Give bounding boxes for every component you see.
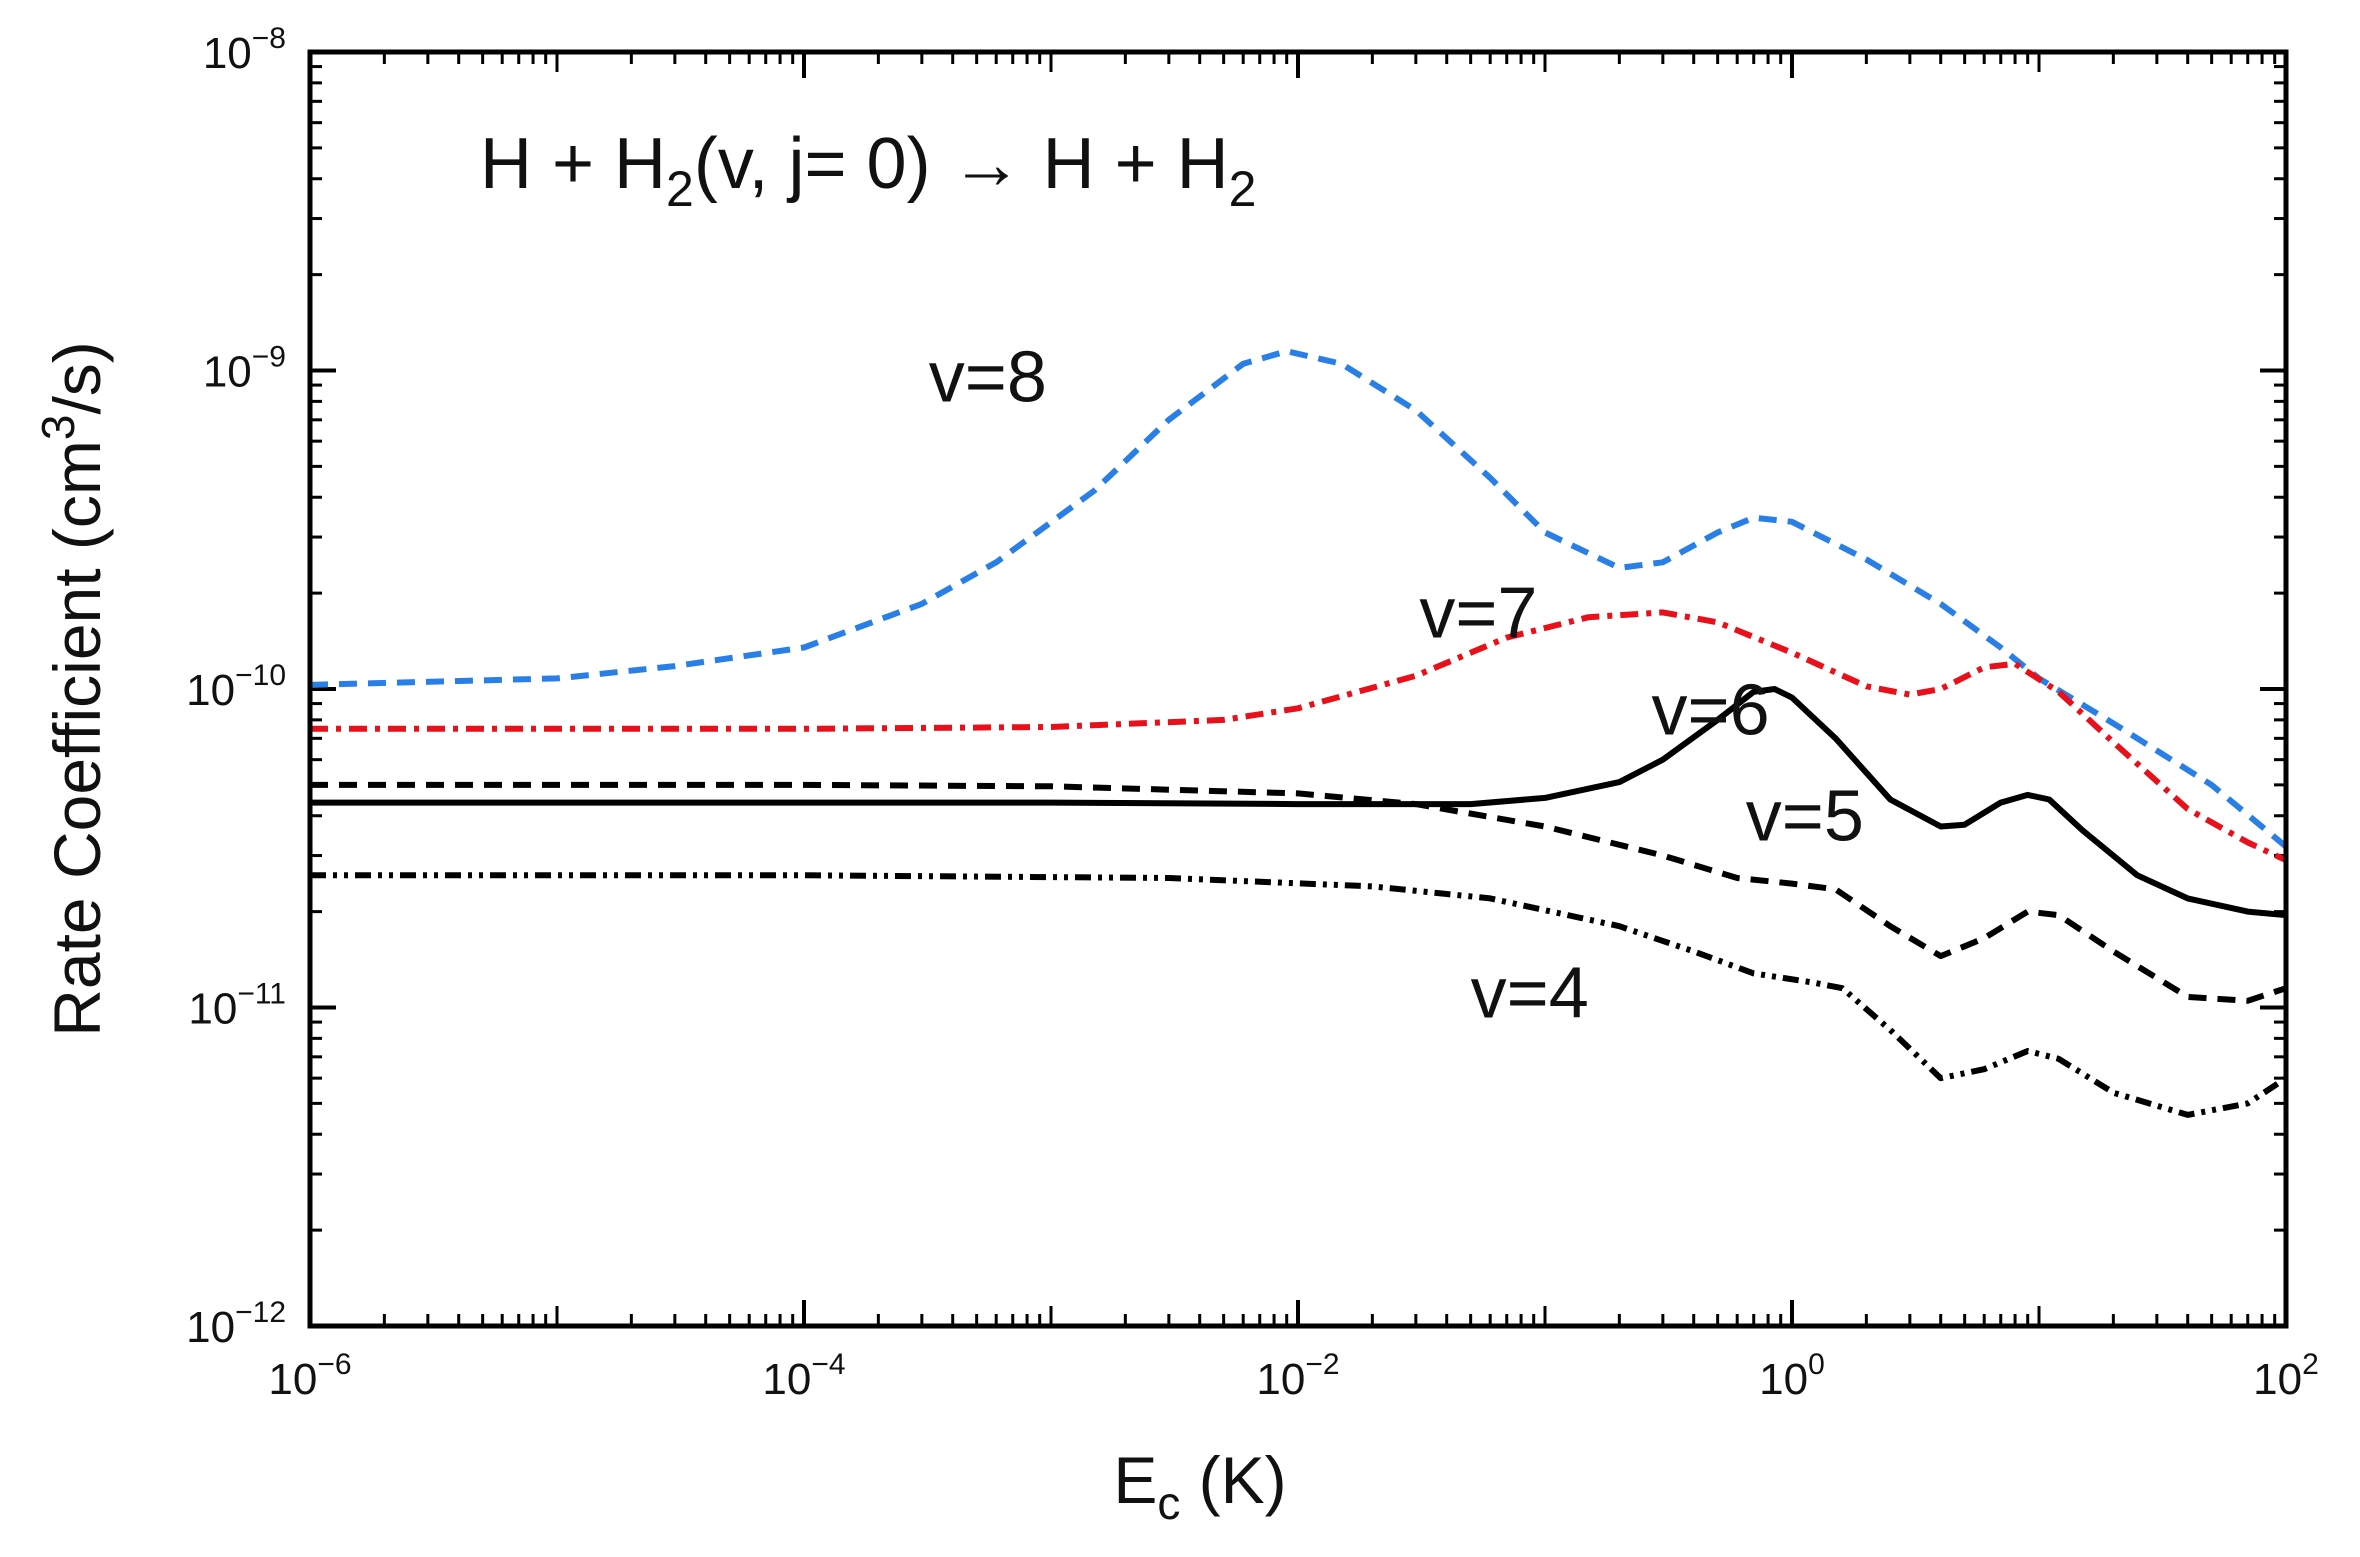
curve-label-v4: v=4 [1471, 954, 1589, 1034]
y-tick-label: 10−12 [186, 1296, 286, 1352]
y-tick-labels: 10−8 10−9 10−10 10−11 10−12 [186, 22, 286, 1352]
x-tick-label: 10−6 [268, 1348, 351, 1404]
x-tick-label: 10−2 [1256, 1348, 1339, 1404]
x-tick-label: 10−4 [762, 1348, 845, 1404]
x-tick-labels: 10−6 10−4 10−2 100 102 [268, 1348, 2318, 1404]
x-tick-label: 102 [2253, 1348, 2319, 1404]
curve-label-v6: v=6 [1652, 670, 1770, 750]
curve-label-v8: v=8 [929, 337, 1047, 417]
y-axis-label: Rate Coefficient (cm3/s) [32, 341, 114, 1037]
series-line-v6 [310, 686, 2287, 919]
series-lines [309, 348, 2288, 1118]
series-line-v8 [309, 348, 2288, 849]
axis-ticks [308, 52, 2286, 1328]
x-axis-label: Ec (K) [1113, 1443, 1286, 1529]
curve-label-v5: v=5 [1746, 776, 1864, 856]
curve-label-v7: v=7 [1419, 574, 1537, 654]
curve-labels: v=8 v=7 v=6 v=5 v=4 [929, 337, 1864, 1033]
series-line-v5 [310, 781, 2287, 1004]
y-tick-label: 10−8 [203, 22, 286, 78]
series-line-v7 [310, 609, 2288, 863]
series-line-v4 [310, 872, 2288, 1118]
y-tick-label: 10−11 [188, 978, 286, 1034]
y-tick-label: 10−10 [186, 659, 286, 715]
chart-title: H + H2(v, j= 0) → H + H2 [480, 124, 1256, 217]
x-tick-label: 100 [1759, 1348, 1825, 1404]
y-tick-label: 10−9 [203, 341, 286, 397]
plot-frame [307, 49, 2289, 1329]
